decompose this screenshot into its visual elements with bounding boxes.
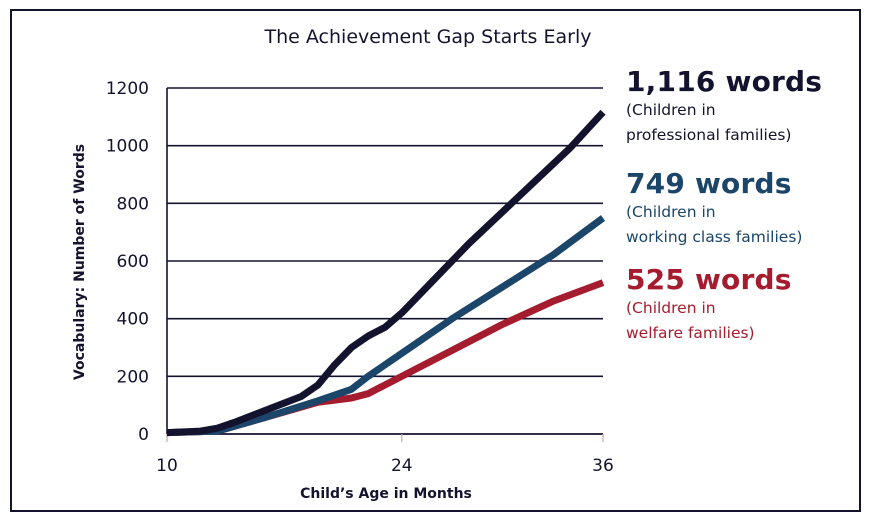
callout-working-class: 749 words (Children in working class fam… — [626, 168, 802, 250]
x-tick-label: 24 — [391, 456, 413, 476]
callout-desc-line2: working class families) — [626, 228, 803, 246]
callout-desc-line1: (Children in — [626, 299, 716, 317]
callout-desc-line1: (Children in — [626, 101, 716, 119]
callout-value: 1,116 words — [626, 65, 823, 98]
callout-desc-line2: welfare families) — [626, 324, 755, 342]
x-axis-label: Child’s Age in Months — [300, 486, 472, 502]
callout-desc-line2: professional families) — [626, 126, 792, 144]
y-tick-label: 800 — [117, 194, 149, 214]
y-tick-label: 0 — [138, 425, 149, 445]
y-axis-ticks: 0 200 400 600 800 1000 1200 — [106, 79, 149, 445]
x-tick-label: 10 — [156, 456, 178, 476]
chart-title: The Achievement Gap Starts Early — [264, 26, 592, 48]
y-axis-label: Vocabulary: Number of Words — [72, 144, 88, 380]
callout-value: 525 words — [626, 263, 792, 296]
series-line-welfare — [166, 279, 605, 437]
y-tick-label: 200 — [117, 367, 149, 387]
x-axis-ticks: 10 24 36 — [156, 434, 614, 476]
y-tick-label: 600 — [117, 252, 149, 272]
axes — [166, 88, 603, 435]
callout-value: 749 words — [626, 167, 792, 200]
series-line-working-class — [166, 215, 606, 437]
x-tick-label: 36 — [592, 456, 614, 476]
callout-welfare: 525 words (Children in welfare families) — [626, 264, 792, 346]
y-tick-label: 1200 — [106, 79, 149, 99]
y-tick-label: 1000 — [106, 137, 149, 157]
series-line-professional — [166, 109, 606, 437]
y-tick-label: 400 — [117, 310, 149, 330]
callout-professional: 1,116 words (Children in professional fa… — [626, 66, 822, 148]
callout-desc-line1: (Children in — [626, 203, 716, 221]
series-lines — [166, 109, 606, 437]
